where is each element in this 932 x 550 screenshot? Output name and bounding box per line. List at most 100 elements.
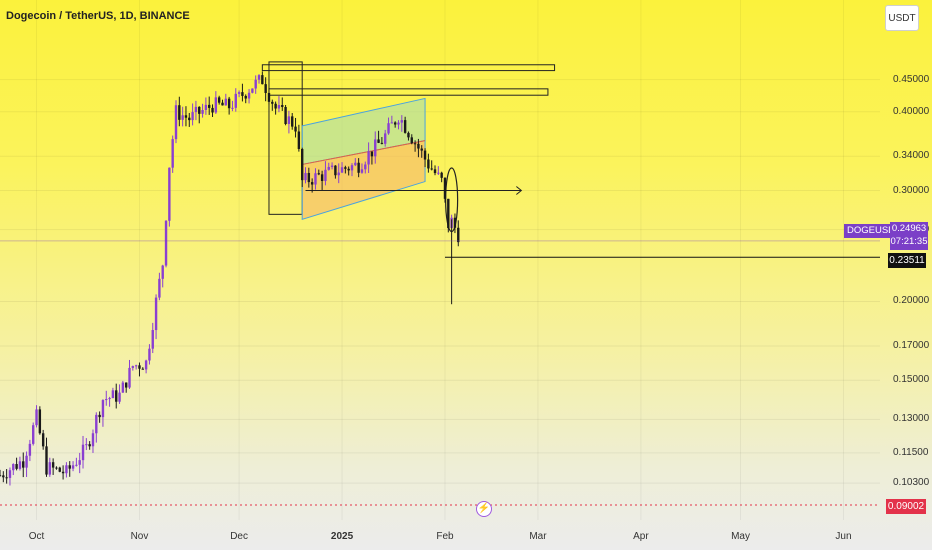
candle-body — [38, 409, 42, 434]
candle-body — [320, 174, 324, 181]
candle-body — [18, 461, 22, 469]
candle-body — [261, 75, 264, 85]
currency-button[interactable]: USDT — [885, 5, 919, 31]
candle-body — [174, 105, 178, 140]
candle-body — [194, 106, 198, 113]
price-tick-label: 0.15000 — [893, 374, 930, 386]
time-tick-label: Jun — [835, 531, 852, 542]
candle-body — [101, 400, 105, 418]
candle-body — [241, 92, 244, 96]
candle-body — [410, 137, 413, 144]
candle-body — [5, 477, 8, 479]
candle-body — [134, 365, 138, 367]
candle-body — [281, 105, 284, 107]
current-price-value: 0.24963 — [891, 223, 927, 234]
candle-body — [284, 106, 287, 124]
candle-body — [291, 116, 294, 127]
candle-body — [221, 102, 224, 106]
candle-body — [287, 116, 291, 124]
candle-body — [387, 123, 390, 134]
candle-body — [370, 151, 374, 157]
candle-body — [55, 467, 58, 469]
candle-body — [148, 348, 151, 361]
candle-body — [0, 475, 2, 477]
candle-body — [267, 92, 271, 102]
candle-body — [397, 122, 400, 125]
time-tick-label: Oct — [28, 531, 45, 542]
candle-body — [181, 115, 184, 120]
candle-body — [380, 142, 384, 144]
candle-body — [154, 297, 158, 331]
candle-body — [188, 117, 191, 121]
candle-body — [440, 172, 443, 178]
horizontal-level-badge: 0.23511 — [888, 253, 926, 268]
candle-body — [217, 97, 221, 103]
candle-body — [310, 182, 314, 185]
candle-body — [184, 115, 188, 118]
candle-body — [314, 173, 317, 185]
candle-body — [350, 165, 354, 171]
price-levels — [0, 240, 880, 506]
candle-body — [144, 360, 148, 370]
candle-body — [374, 139, 377, 157]
lightning-icon[interactable]: ⚡ — [476, 501, 492, 517]
resistance-zone-upper — [261, 64, 556, 72]
candle-body — [32, 425, 35, 444]
candle-body — [151, 330, 154, 349]
candle-body — [277, 105, 281, 109]
candle-body — [131, 366, 135, 368]
candle-body — [347, 168, 350, 171]
candle-body — [294, 126, 297, 132]
candle-body — [403, 120, 407, 133]
low-marker-badge: 0.09002 — [886, 499, 926, 514]
candle-body — [138, 365, 141, 369]
candle-body — [437, 172, 440, 174]
candle-body — [244, 95, 247, 99]
range-box — [268, 61, 303, 215]
candle-body — [367, 151, 370, 165]
candle-body — [453, 217, 457, 228]
candle-body — [211, 107, 214, 113]
candle-body — [443, 177, 447, 199]
candle-body — [307, 172, 311, 183]
current-price-badge: 0.24963 07:21:35 — [890, 222, 928, 250]
candle-body — [48, 462, 52, 475]
candle-body — [81, 444, 85, 461]
candle-body — [393, 122, 397, 125]
candle-body — [344, 167, 347, 169]
candle-body — [334, 165, 337, 176]
candle-body — [111, 390, 115, 399]
candle-body — [88, 444, 91, 447]
time-tick-label: 2025 — [330, 531, 354, 542]
candle-body — [384, 133, 387, 144]
candle-body — [25, 455, 28, 468]
price-tick-label: 0.11500 — [893, 446, 929, 458]
candle-body — [8, 470, 12, 478]
time-tick-label: May — [731, 531, 750, 542]
candle-body — [61, 471, 65, 474]
candle-body — [304, 172, 307, 181]
candle-body — [271, 101, 274, 104]
candle-body — [324, 169, 327, 181]
candle-body — [224, 98, 228, 106]
candle-body — [377, 139, 380, 143]
candle-body — [115, 390, 118, 402]
candle-body — [58, 467, 61, 472]
candle-body — [2, 475, 5, 478]
candle-body — [191, 112, 194, 121]
price-tick-label: 0.17000 — [893, 339, 930, 351]
candle-body — [161, 265, 164, 279]
price-tick-label: 0.30000 — [893, 184, 930, 196]
candlestick-series — [0, 71, 460, 486]
candle-body — [78, 460, 81, 465]
candle-body — [118, 392, 121, 402]
candle-body — [227, 98, 231, 109]
candle-body — [68, 465, 71, 469]
candle-body — [340, 167, 344, 173]
candle-body — [178, 105, 181, 120]
candle-body — [12, 464, 15, 471]
candle-body — [327, 166, 330, 170]
candle-body — [208, 104, 211, 108]
time-tick-label: Mar — [529, 531, 547, 542]
